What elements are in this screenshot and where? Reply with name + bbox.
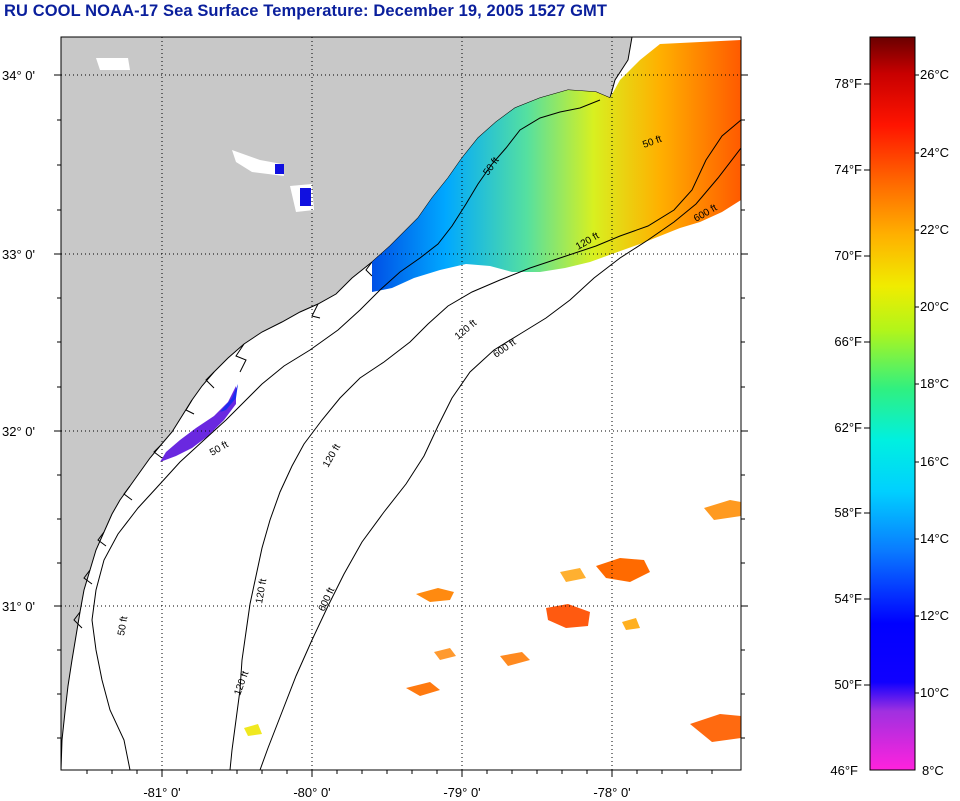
colorbar-c-label: 20°C bbox=[920, 299, 949, 314]
colorbar-f-label: 62°F bbox=[834, 420, 862, 435]
colorbar-c-label: 16°C bbox=[920, 454, 949, 469]
sst-offshore-patch bbox=[560, 568, 586, 582]
colorbar-f-label: 46°F bbox=[830, 763, 858, 778]
colorbar-fahrenheit-labels: 78°F 74°F 70°F 66°F 62°F 58°F 54°F 50°F … bbox=[830, 76, 862, 778]
sst-offshore-patch bbox=[500, 652, 530, 666]
colorbar-c-label: 10°C bbox=[920, 685, 949, 700]
map-area: 50 ft 50 ft 50 ft 50 ft 120 ft 120 ft 12… bbox=[61, 37, 741, 770]
colorbar-f-label: 74°F bbox=[834, 162, 862, 177]
colorbar-f-ticks bbox=[864, 83, 870, 686]
sst-offshore-patch bbox=[416, 588, 454, 602]
colorbar-c-label: 22°C bbox=[920, 222, 949, 237]
colorbar-c-label: 26°C bbox=[920, 67, 949, 82]
sst-offshore-patch bbox=[434, 648, 456, 660]
graticule bbox=[61, 37, 741, 770]
colorbar-c-label: 8°C bbox=[922, 763, 944, 778]
map-ticks bbox=[54, 74, 748, 777]
lon-label: -80° 0' bbox=[293, 785, 330, 800]
colorbar-c-ticks bbox=[915, 74, 919, 694]
contour-label-50ft: 50 ft bbox=[116, 615, 130, 636]
lake-sst-patch bbox=[275, 164, 284, 174]
lat-label: 32° 0' bbox=[2, 424, 35, 439]
contour-120ft bbox=[229, 119, 741, 770]
colorbar-f-label: 54°F bbox=[834, 591, 862, 606]
colorbar-f-label: 78°F bbox=[834, 76, 862, 91]
map-title: RU COOL NOAA-17 Sea Surface Temperature:… bbox=[4, 2, 608, 20]
sst-blue-patch bbox=[220, 384, 238, 412]
contour-label-120ft: 120 ft bbox=[254, 578, 269, 605]
colorbar bbox=[869, 36, 916, 771]
lon-label: -81° 0' bbox=[143, 785, 180, 800]
contour-600ft bbox=[259, 147, 741, 770]
sst-offshore-patch bbox=[406, 682, 440, 696]
colorbar-c-label: 12°C bbox=[920, 608, 949, 623]
colorbar-f-label: 70°F bbox=[834, 248, 862, 263]
coastline-detail bbox=[73, 261, 373, 629]
inland-lake bbox=[232, 150, 284, 176]
colorbar-c-label: 14°C bbox=[920, 531, 949, 546]
colorbar-c-label: 24°C bbox=[920, 145, 949, 160]
inland-lake bbox=[96, 58, 130, 70]
lon-label: -79° 0' bbox=[443, 785, 480, 800]
colorbar-f-label: 66°F bbox=[834, 334, 862, 349]
colorbar-celsius-labels: 26°C 24°C 22°C 20°C 18°C 16°C 14°C 12°C … bbox=[920, 67, 949, 778]
lon-label: -78° 0' bbox=[593, 785, 630, 800]
sst-offshore-patch bbox=[244, 724, 262, 736]
lake-sst-patch bbox=[300, 188, 311, 206]
map-frame bbox=[60, 36, 742, 771]
sst-offshore-patch bbox=[690, 714, 741, 742]
colorbar-f-label: 50°F bbox=[834, 677, 862, 692]
sst-purple-patch bbox=[160, 386, 236, 462]
lat-label: 33° 0' bbox=[2, 247, 35, 262]
colorbar-c-label: 18°C bbox=[920, 376, 949, 391]
sst-coastal-band bbox=[372, 40, 741, 292]
sst-offshore-patch bbox=[704, 500, 741, 520]
contour-50ft bbox=[91, 99, 601, 770]
lat-label: 31° 0' bbox=[2, 599, 35, 614]
lat-label: 34° 0' bbox=[2, 68, 35, 83]
colorbar-f-label: 58°F bbox=[834, 505, 862, 520]
sst-offshore-patch bbox=[622, 618, 640, 630]
sst-offshore-patch bbox=[546, 604, 590, 628]
sst-offshore-patch bbox=[596, 558, 650, 582]
